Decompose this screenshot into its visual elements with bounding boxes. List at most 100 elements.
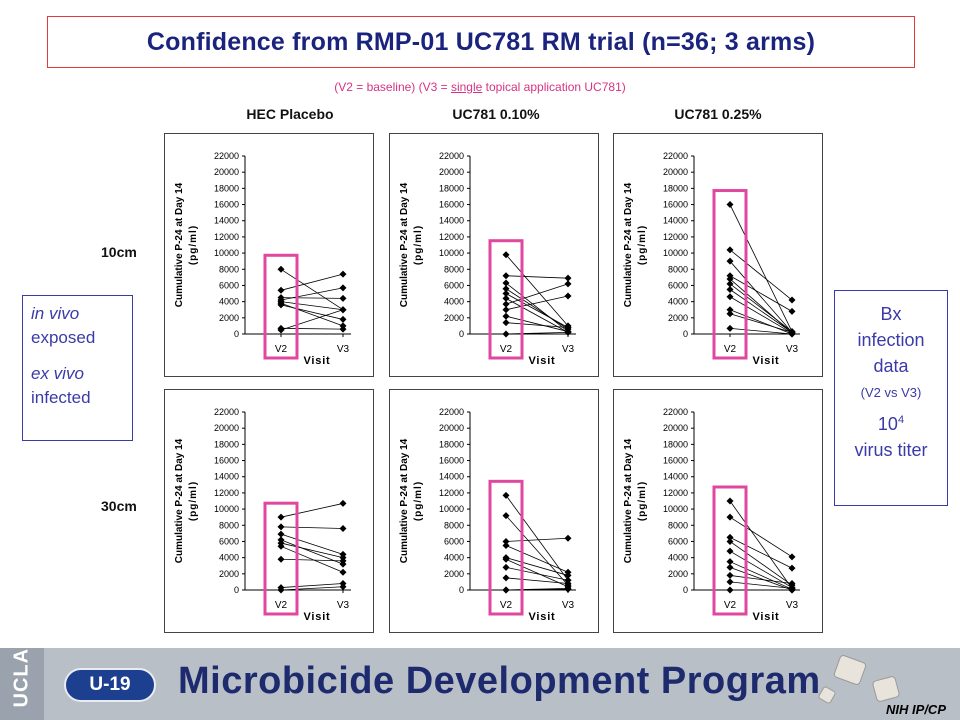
series-line xyxy=(280,503,344,518)
y-tick-label: 12000 xyxy=(439,488,464,498)
title-box: Confidence from RMP-01 UC781 RM trial (n… xyxy=(47,16,915,68)
data-point xyxy=(788,553,796,561)
y-tick-label: 20000 xyxy=(663,167,688,177)
chart-svg: 0 2000 4000 6000 8000 10000 12000 14000 16000 180… xyxy=(399,407,576,623)
y-tick-label: 16000 xyxy=(663,456,688,466)
y-tick-label: 8000 xyxy=(668,264,688,274)
chart-svg: 0 2000 4000 6000 8000 10000 12000 14000 16000 180… xyxy=(174,151,351,367)
data-point xyxy=(502,563,510,571)
y-tick-label: 0 xyxy=(459,329,464,339)
x-tick-label: V3 xyxy=(337,344,350,355)
y-tick-label: 20000 xyxy=(439,423,464,433)
data-point xyxy=(502,294,510,302)
data-point xyxy=(726,558,734,566)
series-line xyxy=(505,283,569,305)
data-point xyxy=(339,499,347,507)
series-line xyxy=(505,577,569,584)
chart-panel-010-10cm: 0 2000 4000 6000 8000 10000 12000 14000 16000 180… xyxy=(389,133,599,377)
y-tick-label: 4000 xyxy=(219,553,239,563)
x-tick-label: V2 xyxy=(724,600,737,611)
series-line xyxy=(729,541,793,586)
series-line xyxy=(729,289,793,333)
x-tick-label: V2 xyxy=(275,344,288,355)
y-tick-label: 2000 xyxy=(668,569,688,579)
series-line xyxy=(729,327,793,335)
y-tick-label: 2000 xyxy=(444,569,464,579)
data-point xyxy=(788,296,796,304)
y-axis-unit-label: (pg/ml) xyxy=(637,225,648,265)
data-point xyxy=(726,246,734,254)
y-axis-label: Cumulative P-24 at Day 14 xyxy=(623,438,634,563)
y-axis-unit-label: (pg/ml) xyxy=(188,481,199,521)
series-line xyxy=(505,588,569,591)
y-axis-label: Cumulative P-24 at Day 14 xyxy=(174,438,185,563)
data-point xyxy=(726,533,734,541)
data-point xyxy=(726,537,734,545)
data-point xyxy=(277,265,285,273)
y-tick-label: 12000 xyxy=(214,488,239,498)
series-line xyxy=(505,295,569,311)
right-box-line4: (V2 vs V3) xyxy=(860,385,922,400)
data-point xyxy=(564,328,572,336)
data-point xyxy=(726,306,734,314)
series-line xyxy=(505,558,569,588)
data-point xyxy=(788,307,796,315)
y-tick-label: 2000 xyxy=(444,313,464,323)
y-tick-label: 4000 xyxy=(668,553,688,563)
right-box-line5: 104 xyxy=(835,407,947,437)
data-point xyxy=(726,293,734,301)
ucla-strip: UCLA xyxy=(0,648,44,720)
left-box-line2: exposed xyxy=(31,328,96,347)
y-tick-label: 8000 xyxy=(444,520,464,530)
y-tick-label: 18000 xyxy=(663,183,688,193)
y-axis-label: Cumulative P-24 at Day 14 xyxy=(399,182,410,307)
y-tick-label: 20000 xyxy=(663,423,688,433)
series-line xyxy=(505,537,569,542)
y-tick-label: 18000 xyxy=(439,439,464,449)
series-line xyxy=(280,301,344,311)
y-tick-label: 10000 xyxy=(663,248,688,258)
data-point xyxy=(502,586,510,594)
y-tick-label: 6000 xyxy=(444,536,464,546)
x-tick-label: V2 xyxy=(275,600,288,611)
v2-highlight-box xyxy=(263,501,299,616)
y-tick-label: 14000 xyxy=(214,216,239,226)
data-point xyxy=(726,201,734,209)
series-line xyxy=(505,275,569,279)
y-tick-label: 10000 xyxy=(439,504,464,514)
y-tick-label: 22000 xyxy=(663,151,688,161)
chart-panel-010-30cm: 0 2000 4000 6000 8000 10000 12000 14000 16000 180… xyxy=(389,389,599,633)
data-point xyxy=(277,555,285,563)
right-box-line3: data xyxy=(873,356,909,376)
right-info-box: Bx infection data (V2 vs V3) 104 virus t… xyxy=(834,290,948,506)
series-line xyxy=(505,293,569,328)
x-axis-label: Visit xyxy=(303,355,330,367)
left-box-line3: ex vivo xyxy=(31,364,84,383)
y-tick-label: 20000 xyxy=(439,167,464,177)
y-axis-unit-label: (pg/ml) xyxy=(188,225,199,265)
y-tick-label: 10000 xyxy=(439,248,464,258)
subtitle-part1: (V2 = baseline) (V3 = xyxy=(334,80,451,94)
x-tick-label: V2 xyxy=(724,344,737,355)
data-point xyxy=(564,280,572,288)
x-tick-label: V3 xyxy=(562,600,575,611)
y-tick-label: 10000 xyxy=(214,248,239,258)
series-line xyxy=(280,309,344,331)
data-point xyxy=(502,574,510,582)
series-line xyxy=(729,296,793,334)
x-tick-label: V3 xyxy=(786,344,799,355)
y-tick-label: 8000 xyxy=(219,520,239,530)
y-tick-label: 6000 xyxy=(219,536,239,546)
series-line xyxy=(729,278,793,334)
y-tick-label: 10000 xyxy=(663,504,688,514)
series-line xyxy=(729,309,793,335)
y-tick-label: 18000 xyxy=(214,439,239,449)
data-point xyxy=(564,274,572,282)
chart-svg: 0 2000 4000 6000 8000 10000 12000 14000 16000 180… xyxy=(623,151,800,367)
series-line xyxy=(729,283,793,332)
series-line xyxy=(729,249,793,301)
y-axis-unit-label: (pg/ml) xyxy=(413,225,424,265)
series-line xyxy=(505,515,569,586)
y-tick-label: 12000 xyxy=(214,232,239,242)
y-tick-label: 8000 xyxy=(444,264,464,274)
